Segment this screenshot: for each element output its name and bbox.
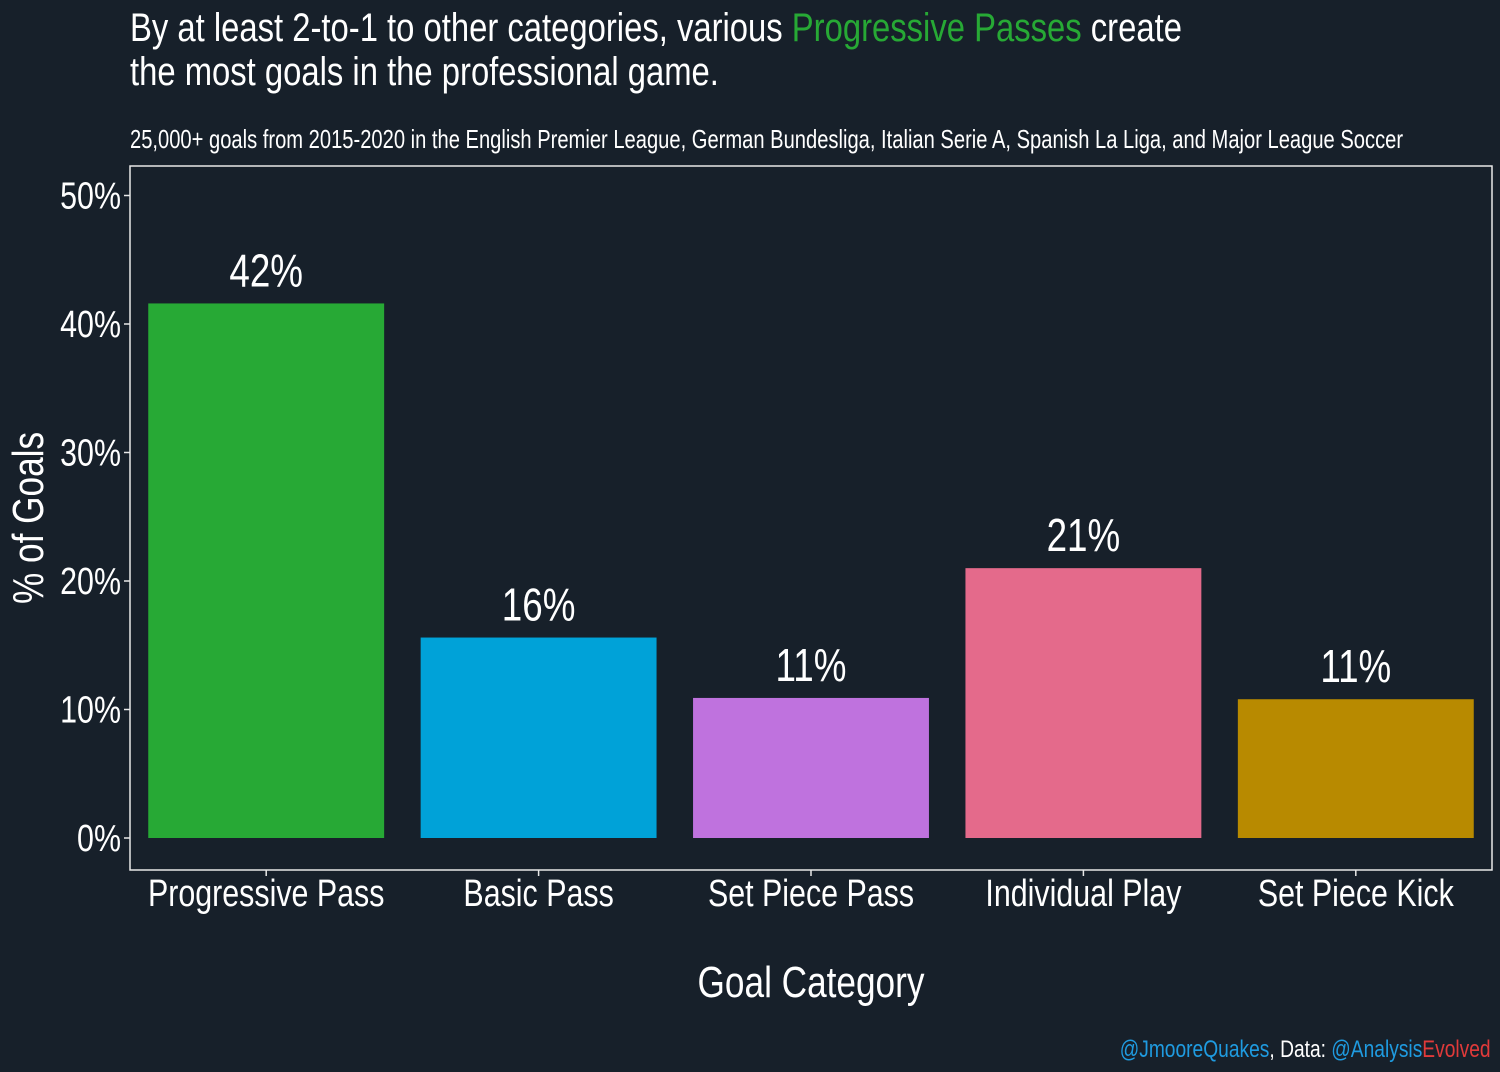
bar-value-label: 21% <box>1047 509 1121 561</box>
bar-value-label: 42% <box>229 244 303 296</box>
title-part2: create <box>1081 6 1182 50</box>
x-tick-label: Set Piece Kick <box>1258 873 1455 915</box>
y-tick-label: 40% <box>60 304 121 346</box>
y-axis-title: % of Goals <box>4 432 53 604</box>
title-line2: the most goals in the professional game. <box>130 50 719 94</box>
y-tick-label: 20% <box>60 561 121 603</box>
bar-individual-play <box>965 568 1202 838</box>
x-axis-title: Goal Category <box>698 958 925 1007</box>
title-highlight: Progressive Passes <box>791 6 1082 50</box>
bar-value-label: 11% <box>1320 640 1391 692</box>
title-part1: By at least 2-to-1 to other categories, … <box>130 6 792 50</box>
y-tick-label: 30% <box>60 432 121 474</box>
bar-set-piece-kick <box>1237 699 1474 838</box>
x-tick-label: Progressive Pass <box>148 873 385 915</box>
credit-author: @JmooreQuakes <box>1120 1036 1270 1063</box>
bar-progressive-pass <box>148 303 385 838</box>
chart-title: By at least 2-to-1 to other categories, … <box>130 6 1182 94</box>
y-tick-label: 10% <box>60 689 121 731</box>
credit-source-b: Evolved <box>1422 1036 1491 1063</box>
credit-separator: , Data: <box>1269 1036 1332 1063</box>
x-tick-label: Set Piece Pass <box>708 873 914 915</box>
x-tick-label: Basic Pass <box>463 873 613 915</box>
bar-set-piece-pass <box>693 697 929 838</box>
credit-source-a: @Analysis <box>1331 1036 1423 1063</box>
x-tick-label: Individual Play <box>985 873 1182 915</box>
credit-line: @JmooreQuakes, Data: @AnalysisEvolved <box>1120 1036 1491 1064</box>
y-tick-label: 0% <box>77 818 121 860</box>
chart-subtitle: 25,000+ goals from 2015-2020 in the Engl… <box>130 124 1404 154</box>
y-tick-label: 50% <box>60 175 121 217</box>
bar-value-label: 11% <box>776 639 847 691</box>
bar-value-label: 16% <box>502 579 576 631</box>
bar-basic-pass <box>420 637 657 838</box>
